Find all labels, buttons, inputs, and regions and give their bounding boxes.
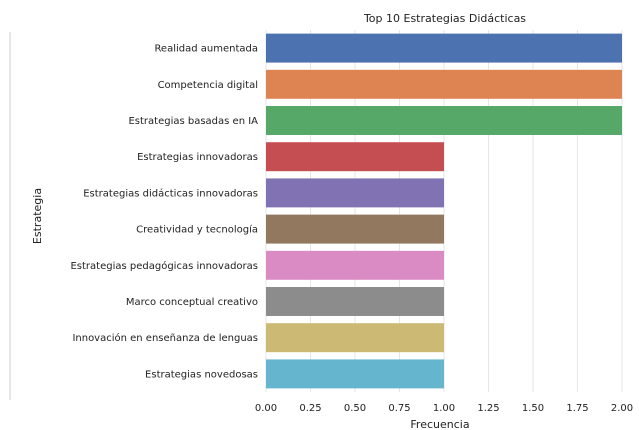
bar: [266, 250, 444, 280]
category-labels: Realidad aumentada Competencia digital Est…: [70, 44, 258, 381]
y-axis-label: Estrategia: [31, 188, 44, 244]
bar: [266, 323, 444, 353]
category-label: Marco conceptual creativo: [126, 297, 258, 308]
x-tick-label: 1.50: [522, 403, 544, 414]
x-tick-label: 2.00: [611, 403, 633, 414]
chart-title: Top 10 Estrategias Didácticas: [363, 12, 526, 25]
bar: [266, 359, 444, 389]
bar: [266, 178, 444, 208]
x-tick-label: 0.50: [344, 403, 366, 414]
bar: [266, 142, 444, 172]
category-label: Realidad aumentada: [154, 44, 258, 55]
category-label: Estrategias basadas en IA: [128, 116, 258, 127]
bar: [266, 69, 622, 99]
x-axis-label: Frecuencia: [410, 418, 469, 430]
bar: [266, 214, 444, 244]
category-label: Innovación en enseñanza de lenguas: [72, 332, 258, 344]
bar: [266, 287, 444, 316]
category-label: Estrategias pedagógicas innovadoras: [70, 260, 258, 272]
bar: [266, 33, 622, 63]
x-tick-label: 1.75: [566, 403, 588, 414]
category-label: Estrategias didácticas innovadoras: [83, 187, 258, 199]
category-label: Estrategias innovadoras: [137, 152, 258, 163]
x-tick-label: 0.75: [388, 403, 410, 414]
x-tick-labels: 0.00 0.25 0.50 0.75 1.00 1.25 1.50 1.75 2.00: [255, 403, 633, 414]
x-tick-label: 0.00: [255, 403, 277, 414]
bar: [266, 106, 622, 135]
x-tick-label: 1.00: [433, 403, 455, 414]
category-label: Estrategias novedosas: [145, 369, 258, 380]
bars: [266, 33, 622, 389]
x-tick-label: 0.25: [299, 403, 321, 414]
category-label: Competencia digital: [158, 80, 258, 91]
category-label: Creatividad y tecnología: [136, 224, 258, 236]
x-tick-label: 1.25: [477, 403, 499, 414]
